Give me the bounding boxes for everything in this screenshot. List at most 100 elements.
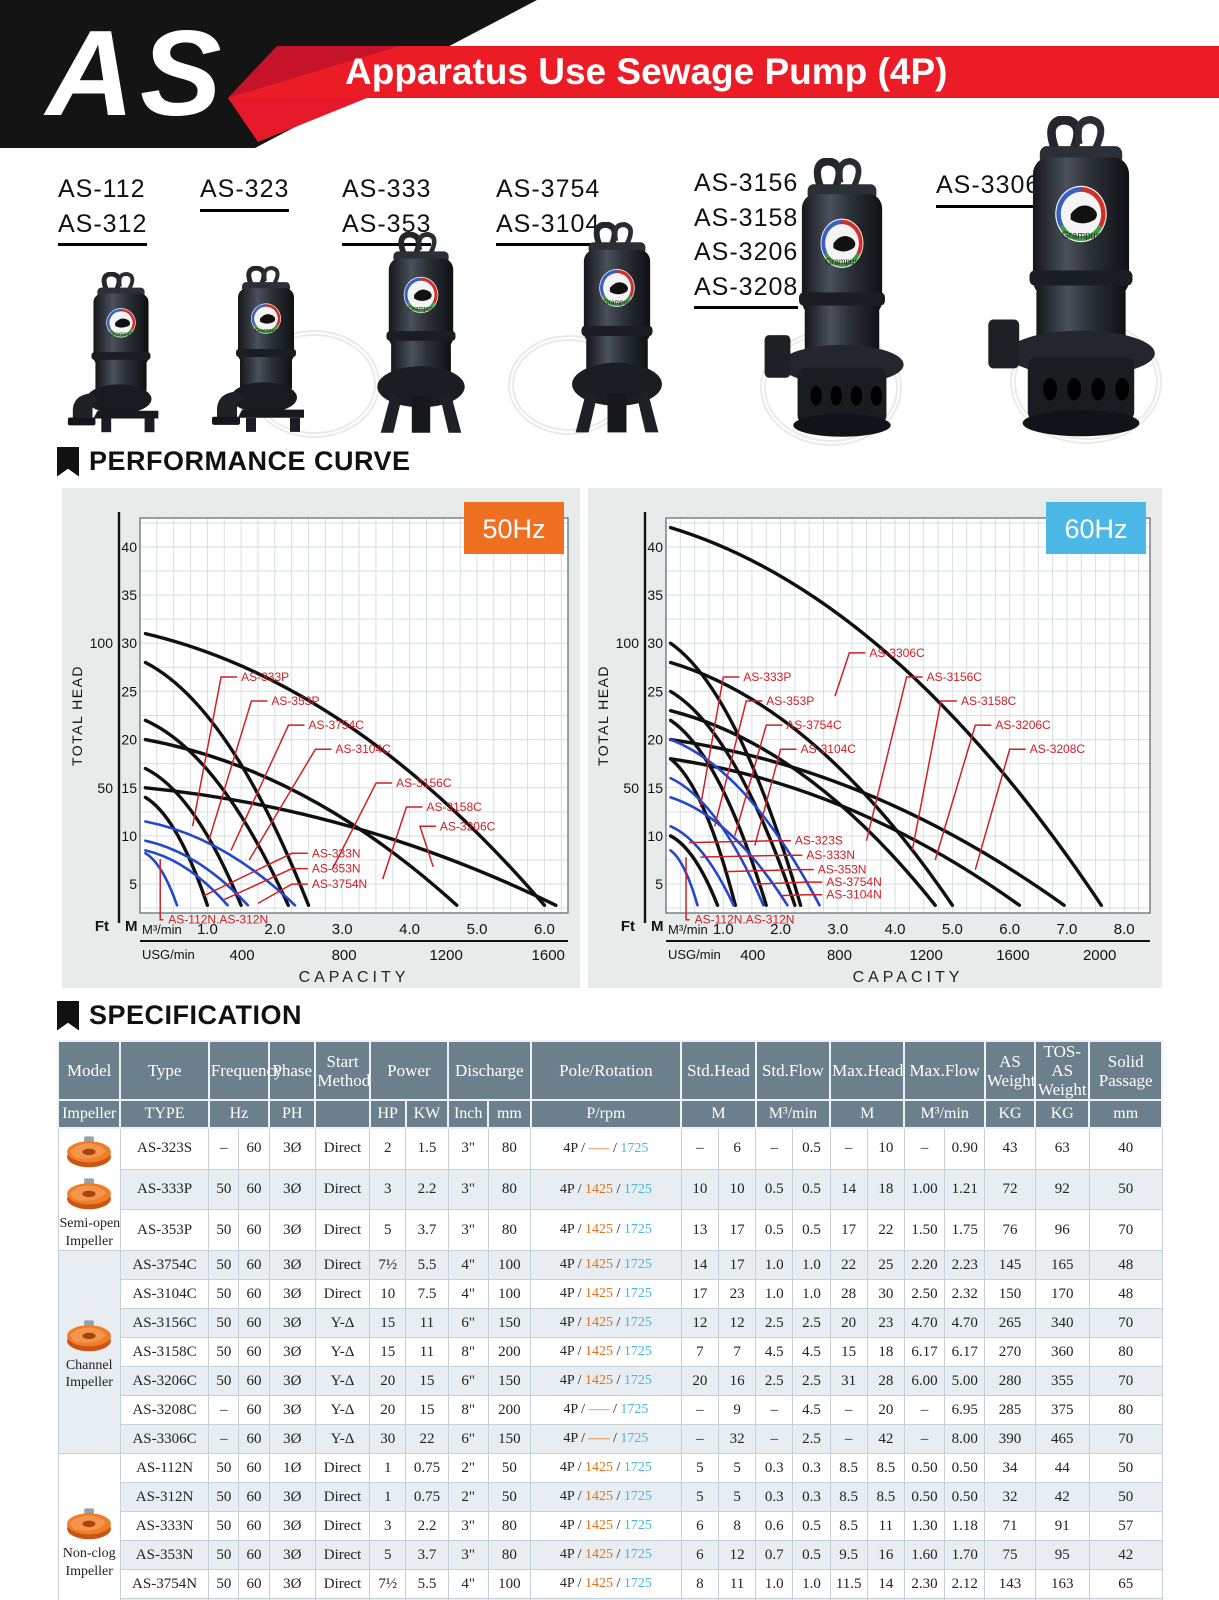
svg-text:25: 25: [647, 683, 663, 699]
spec-row-AS-3306C: AS-3306C –60 3Ø Y-Δ 30 22 6" 150 4P / ––– / 1…: [58, 1424, 1163, 1455]
svg-text:1.0: 1.0: [197, 921, 218, 938]
impeller-icon: [67, 1136, 112, 1168]
svg-text:400: 400: [230, 947, 255, 964]
product-model-name: AS-323: [200, 172, 290, 212]
product-model-name: AS-3156: [694, 169, 799, 197]
header-ribbon-shapes: [0, 0, 1219, 148]
col-phase: Phase: [268, 1039, 317, 1102]
svg-text:6.0: 6.0: [534, 921, 555, 938]
product-model-name: AS-3158: [694, 203, 799, 232]
specification-table: Model Type Frequency Phase Start Method Pow…: [56, 1039, 1163, 1600]
svg-text:AS-112N.AS-312N: AS-112N.AS-312N: [168, 913, 268, 927]
svg-text:AS-3208C: AS-3208C: [1030, 742, 1086, 756]
specification-title: SPECIFICATION: [89, 1000, 303, 1030]
svg-text:50Hz: 50Hz: [482, 514, 545, 544]
col-solid: Solid Passage: [1088, 1039, 1163, 1102]
svg-text:AS-3104N: AS-3104N: [826, 888, 881, 902]
svg-text:M: M: [125, 918, 138, 935]
product-model-label-group: AS-333 AS-353: [342, 172, 432, 246]
svg-text:Grampus: Grampus: [110, 332, 132, 338]
pump-product-image: Grampus: [978, 115, 1184, 440]
svg-text:AS-333P: AS-333P: [743, 670, 791, 684]
svg-text:M: M: [651, 918, 664, 935]
svg-text:400: 400: [740, 947, 765, 964]
svg-text:60Hz: 60Hz: [1064, 514, 1127, 544]
svg-text:15: 15: [647, 780, 663, 796]
header: AS Apparatus Use Sewage Pump (4P): [0, 0, 1219, 200]
svg-text:100: 100: [616, 635, 640, 651]
spec-row-AS-3208C: AS-3208C –60 3Ø Y-Δ 20 15 8" 200 4P / ––– / 1…: [58, 1395, 1163, 1426]
col-frequency: Frequency: [207, 1039, 283, 1102]
svg-text:AS-353N: AS-353N: [312, 862, 361, 876]
product-model-name: AS-3104: [496, 207, 601, 246]
svg-text:5: 5: [129, 876, 137, 892]
svg-text:3.0: 3.0: [827, 921, 848, 938]
performance-charts: 5 10 15 20 25 30 35 40 100 50 Ft M TOTAL HEAD 1.0 2.0 3…: [0, 488, 1219, 988]
spec-row-AS-312N: AS-312N 50 60 3Ø Direct 1 0.75 2" 50 4P / 1425…: [58, 1482, 1163, 1513]
svg-text:AS-333N: AS-333N: [806, 848, 855, 862]
col-type: Type: [119, 1039, 210, 1102]
impeller-group-cell: Semi-open Impeller: [57, 1127, 121, 1252]
product-model-name: AS-353: [342, 207, 432, 246]
svg-text:AS-3206C: AS-3206C: [440, 819, 496, 833]
spec-row-AS-3158C: AS-3158C 50 60 3Ø Y-Δ 15 11 8" 200 4P / 1425 /…: [58, 1337, 1163, 1368]
bookmark-icon: [57, 446, 79, 477]
svg-text:AS-323S: AS-323S: [795, 834, 843, 848]
pump-product-image: Grampus: [62, 271, 180, 440]
col-std-flow: Std.Flow: [754, 1039, 832, 1102]
spec-row-AS-353P: AS-353P 50 60 3Ø Direct 5 3.7 3" 80 4P / 1425 …: [58, 1209, 1163, 1252]
col-as-weight: AS Weight: [983, 1039, 1037, 1102]
impeller-group-cell: Non-clog Impeller: [57, 1453, 121, 1600]
pump-product-image: Grampus: [206, 265, 326, 440]
svg-text:30: 30: [647, 635, 663, 651]
svg-text:AS-3754N: AS-3754N: [312, 877, 367, 891]
svg-text:Ft: Ft: [95, 918, 109, 935]
svg-text:800: 800: [332, 947, 357, 964]
performance-curve-heading: PERFORMANCE CURVE: [57, 446, 411, 477]
performance-curve-title: PERFORMANCE CURVE: [89, 446, 411, 476]
impeller-icon: [67, 1178, 112, 1210]
performance-chart-60Hz: 5 10 15 20 25 30 35 40 100 50 Ft M TOTAL HEAD 1.0 2.0 3…: [588, 488, 1162, 988]
specification-table-container: Model Type Frequency Phase Start Method Pow…: [56, 1039, 1163, 1600]
svg-text:Grampus: Grampus: [255, 328, 278, 334]
svg-text:5: 5: [655, 876, 663, 892]
product-model-name: AS-112: [58, 175, 146, 203]
product-model-name: AS-3754: [496, 175, 601, 203]
svg-text:AS-3158C: AS-3158C: [961, 694, 1017, 708]
spec-row-AS-353N: AS-353N 50 60 3Ø Direct 5 3.7 3" 80 4P / 1425 …: [58, 1540, 1163, 1571]
svg-text:Grampus: Grampus: [1062, 230, 1101, 241]
svg-text:25: 25: [121, 683, 137, 699]
svg-text:15: 15: [121, 780, 137, 796]
col-std-head: Std.Head: [680, 1039, 757, 1102]
svg-text:AS-3306C: AS-3306C: [869, 646, 925, 660]
as-series-logo: AS: [46, 5, 228, 141]
product-gallery: AS-112 AS-312 Grampus AS-323: [0, 0, 1219, 460]
svg-text:AS-3158C: AS-3158C: [426, 800, 482, 814]
svg-text:4.0: 4.0: [399, 921, 420, 938]
spec-row-AS-3206C: AS-3206C 50 60 3Ø Y-Δ 20 15 6" 150 4P / 1425 /…: [58, 1366, 1163, 1397]
svg-text:Grampus: Grampus: [408, 305, 435, 312]
product-model-label-group: AS-323: [200, 172, 290, 212]
product-model-label-group: AS-3754 AS-3104: [496, 172, 601, 246]
col-max-head: Max.Head: [829, 1039, 906, 1102]
svg-text:Grampus: Grampus: [604, 299, 631, 306]
svg-text:Grampus: Grampus: [826, 256, 858, 267]
product-model-name: AS-3206: [694, 238, 799, 266]
svg-text:USG/min: USG/min: [142, 947, 195, 962]
impeller-icon: [67, 1508, 112, 1540]
svg-text:USG/min: USG/min: [668, 947, 721, 962]
svg-text:AS-3754C: AS-3754C: [786, 718, 842, 732]
svg-text:CAPACITY: CAPACITY: [853, 969, 964, 986]
col-start-method: Start Method: [314, 1039, 371, 1102]
svg-text:AS-353P: AS-353P: [271, 694, 319, 708]
svg-text:2.0: 2.0: [264, 921, 285, 938]
spec-row-AS-3754C: Channel Impeller AS-3754C 50 60 3Ø Direct 7½ 5…: [57, 1250, 1163, 1455]
svg-text:Ft: Ft: [621, 918, 635, 935]
svg-text:50: 50: [623, 780, 639, 796]
svg-text:3.0: 3.0: [332, 921, 353, 938]
product-model-label-group: AS-112 AS-312: [58, 172, 148, 246]
svg-text:1.0: 1.0: [713, 921, 734, 938]
impeller-group-cell: Channel Impeller: [57, 1250, 121, 1455]
